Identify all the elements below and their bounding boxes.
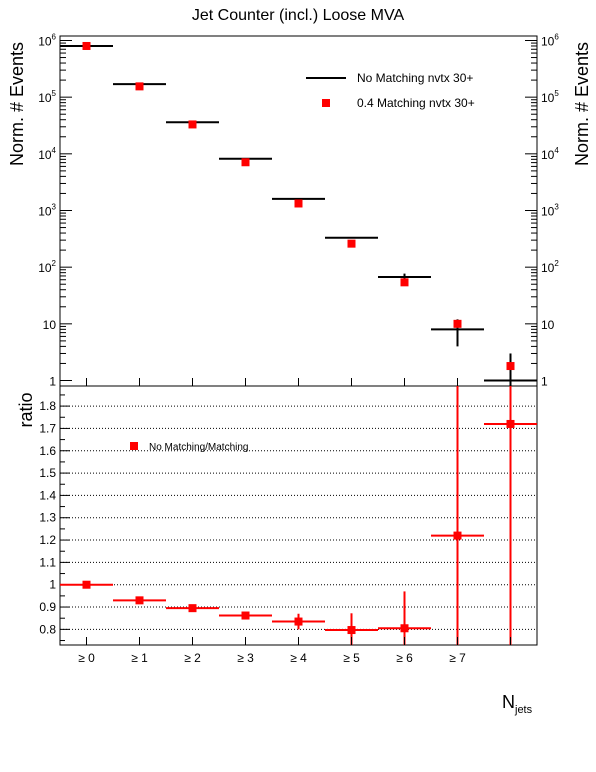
ratio-legend-marker	[130, 442, 138, 450]
x-tick-label: ≥ 0	[78, 651, 95, 665]
legend: No Matching nvtx 30+ 0.4 Matching nvtx 3…	[306, 71, 475, 110]
y-tick-label: 1	[49, 375, 56, 389]
ratio-y-tick-label: 1	[49, 578, 56, 592]
ratio-marker	[400, 624, 409, 633]
lower-series-layer	[60, 386, 537, 645]
y-tick-label: 106	[38, 32, 56, 48]
ratio-y-tick-label: 0.9	[39, 600, 56, 614]
matching-marker	[188, 120, 197, 129]
ratio-y-tick-label: 1.8	[39, 399, 56, 413]
ratio-y-tick-label: 1.3	[39, 511, 56, 525]
y-tick-label-right: 1	[541, 375, 548, 389]
matching-marker	[241, 158, 250, 167]
y-tick-label-right: 102	[541, 259, 559, 275]
ratio-marker	[453, 531, 462, 540]
x-tick-label: ≥ 7	[449, 651, 466, 665]
x-tick-label: ≥ 3	[237, 651, 254, 665]
matching-marker	[506, 362, 515, 371]
x-tick-label: ≥ 6	[396, 651, 413, 665]
upper-series-layer	[60, 41, 537, 386]
ratio-y-tick-label: 1.1	[39, 555, 56, 569]
legend-label-matching: 0.4 Matching nvtx 30+	[357, 96, 475, 110]
ratio-marker	[241, 611, 250, 620]
lower-frame	[59, 385, 538, 646]
y-tick-label: 105	[38, 89, 56, 105]
upper-y-ticks: 1 1 10 10 102 102 103 103 104 104 105 105 106 106	[38, 32, 559, 388]
ratio-marker	[82, 580, 91, 589]
y-tick-label: 103	[38, 202, 56, 218]
matching-marker	[400, 278, 409, 287]
legend-red-marker	[322, 99, 330, 107]
ratio-marker	[347, 626, 356, 635]
ratio-gridlines	[60, 405, 537, 630]
matching-marker	[347, 239, 356, 248]
ratio-marker	[506, 419, 515, 428]
lower-panel: ratio 0.8 0.9 1 1.1 1.2 1.3 1.4 1.5 1.6 1.7 1.8 ≥ …	[16, 378, 538, 716]
lower-y-ticks: 0.8 0.9 1 1.1 1.2 1.3 1.4 1.5 1.6 1.7 1.8	[39, 394, 70, 642]
y-tick-label-right: 10	[541, 318, 555, 332]
y-tick-label: 104	[38, 146, 56, 162]
legend-label-no-matching: No Matching nvtx 30+	[357, 71, 473, 85]
x-axis-ticks: ≥ 0 ≥ 1 ≥ 2 ≥ 3 ≥ 4 ≥ 5 ≥ 6 ≥ 7	[78, 378, 511, 665]
ratio-y-tick-label: 1.5	[39, 466, 56, 480]
ratio-marker	[135, 596, 144, 605]
y-tick-label: 102	[38, 259, 56, 275]
x-tick-label: ≥ 1	[131, 651, 148, 665]
ratio-marker	[294, 617, 303, 626]
chart-title: Jet Counter (incl.) Loose MVA	[192, 7, 405, 24]
ratio-legend-label: No Matching/Matching	[149, 442, 249, 453]
matching-marker	[135, 82, 144, 91]
y-tick-label-right: 105	[541, 89, 559, 105]
x-tick-label: ≥ 5	[343, 651, 360, 665]
ratio-legend: No Matching/Matching	[130, 442, 249, 453]
ratio-y-tick-label: 1.4	[39, 488, 56, 502]
y-tick-label-right: 106	[541, 32, 559, 48]
x-tick-label: ≥ 4	[290, 651, 307, 665]
ratio-y-tick-label: 0.8	[39, 622, 56, 636]
ratio-y-tick-label: 1.6	[39, 444, 56, 458]
upper-frame	[59, 35, 538, 387]
x-axis-label: Njets	[502, 692, 533, 716]
ratio-marker	[188, 604, 197, 613]
x-axis-label-sub: jets	[514, 704, 533, 716]
matching-marker	[294, 199, 303, 208]
ratio-y-tick-label: 1.7	[39, 421, 56, 435]
ratio-axis-label: ratio	[16, 392, 36, 427]
y-axis-label-right: Norm. # Events	[572, 42, 592, 166]
y-axis-label: Norm. # Events	[7, 42, 27, 166]
y-tick-label: 10	[43, 318, 57, 332]
matching-marker	[453, 319, 462, 328]
x-tick-label: ≥ 2	[184, 651, 201, 665]
matching-marker	[82, 41, 91, 50]
x-axis-label-main: N	[502, 692, 515, 712]
y-tick-label-right: 103	[541, 202, 559, 218]
ratio-y-tick-label: 1.2	[39, 533, 56, 547]
y-tick-label-right: 104	[541, 146, 559, 162]
